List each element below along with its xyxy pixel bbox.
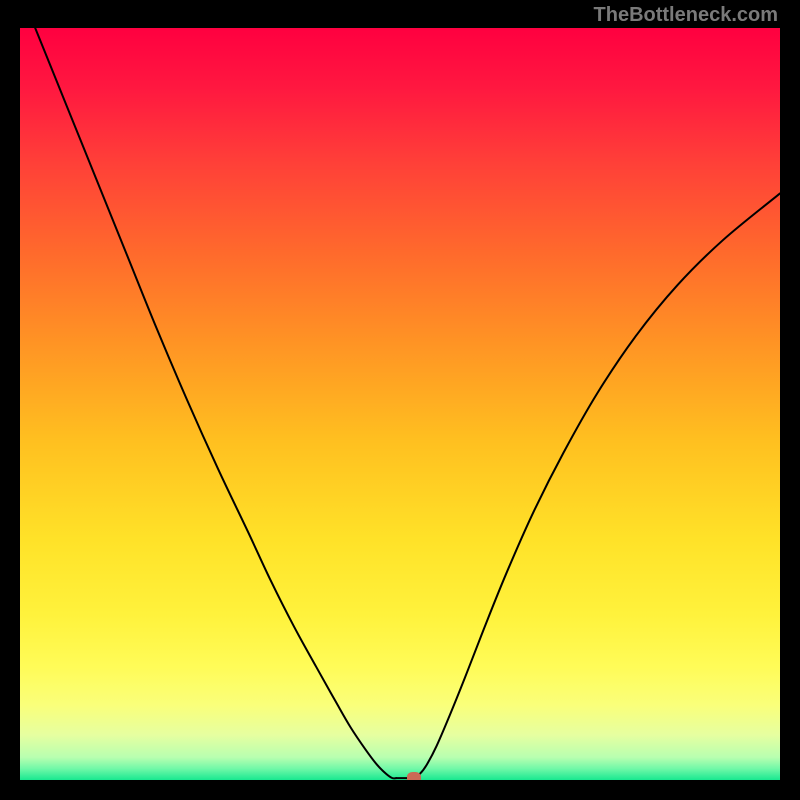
bottleneck-curve-left — [35, 28, 396, 778]
notch-marker — [407, 772, 421, 780]
frame-right — [780, 0, 800, 800]
plot-area — [20, 28, 780, 780]
curve-layer — [20, 28, 780, 780]
watermark-text: TheBottleneck.com — [594, 4, 778, 27]
frame-bottom — [0, 780, 800, 800]
bottleneck-curve-right — [414, 193, 780, 778]
frame-left — [0, 0, 20, 800]
